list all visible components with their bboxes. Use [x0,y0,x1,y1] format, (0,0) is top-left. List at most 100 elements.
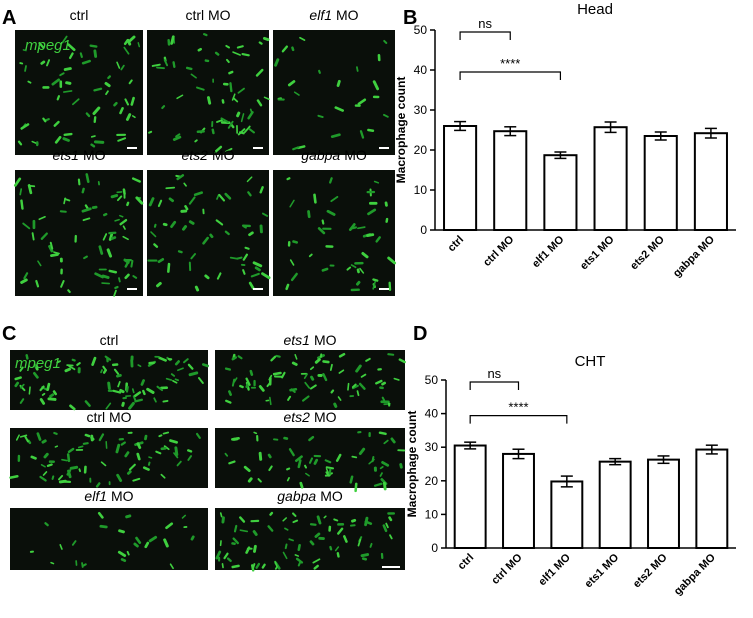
cell [126,453,128,456]
image-label: ctrl MO [86,409,131,425]
cell [16,378,21,379]
cell [159,435,161,436]
label-suffix: MO [336,7,359,23]
cell [73,360,75,361]
bar [544,155,576,230]
cell [21,201,22,209]
cell [68,290,69,292]
cell [32,457,36,458]
significance-label: ns [478,16,492,31]
cell [138,444,140,448]
cell [101,526,106,527]
cell [179,251,182,252]
cell [299,545,300,549]
cell [235,526,236,531]
cell [138,365,140,366]
significance-label: **** [500,56,520,71]
cell [87,113,89,115]
cell [92,136,95,137]
cell [11,476,18,477]
cell [327,467,333,468]
cell [330,470,331,474]
cell [357,282,359,284]
y-tick-label: 40 [414,63,428,77]
gene-name: ets1 [52,147,78,163]
cell [370,544,371,547]
cell [51,255,57,256]
scale-bar [127,288,137,290]
cell [25,66,26,71]
cell [309,211,310,216]
cell [263,565,265,568]
marker-label: mpeg1 [15,355,61,372]
cell [229,392,230,395]
cell [254,432,256,433]
cell [16,383,18,386]
gene-name: ets2 [283,409,310,425]
cell [168,264,169,272]
cell [81,53,82,57]
cell [79,446,83,447]
label-suffix: MO [111,488,134,504]
cell [256,268,259,270]
cell [292,48,293,50]
cell [250,233,253,235]
y-tick-label: 40 [425,407,439,421]
cell [384,483,385,489]
cell [43,441,45,442]
significance-bracket [470,382,518,390]
cell [20,189,21,194]
cell [146,543,148,547]
cell [48,384,49,389]
scale-bar [382,566,400,568]
cell [351,477,352,483]
cell [112,237,115,238]
cell [243,270,244,274]
scale-bar [253,147,263,149]
x-tick-label: ets2 MO [628,233,667,272]
cell [240,386,242,387]
cell [45,454,47,457]
cell [383,383,385,384]
x-tick-label: elf1 MO [530,233,567,270]
cell [132,98,134,104]
cell [323,269,327,270]
y-tick-label: 30 [425,440,439,454]
cell [114,103,116,105]
significance-label: ns [487,366,501,381]
cell [319,71,320,73]
cell [352,520,354,521]
label-suffix: MO [83,147,106,163]
cell [260,453,261,459]
panel-label: D [413,323,427,345]
cell [95,117,96,122]
cell [100,247,102,254]
cell [53,476,54,479]
cell [65,134,72,135]
cell [188,450,191,451]
cell [316,360,319,363]
image-label: ctrl [100,332,119,348]
cell [110,271,116,272]
cell [49,399,55,400]
cell [135,400,141,402]
label-text: ctrl MO [185,7,230,23]
cell [305,466,306,468]
cell [291,389,296,390]
cell [352,457,356,458]
cell [153,65,160,66]
cell [288,178,290,179]
micrograph [273,170,395,296]
cell [65,69,70,70]
chart-title: CHT [575,353,606,370]
cell [104,370,106,372]
cell [42,62,44,64]
cell [356,484,357,491]
cell [79,469,80,471]
cell [270,513,272,515]
cell [196,287,197,290]
cell [357,391,358,395]
cell [176,379,179,380]
